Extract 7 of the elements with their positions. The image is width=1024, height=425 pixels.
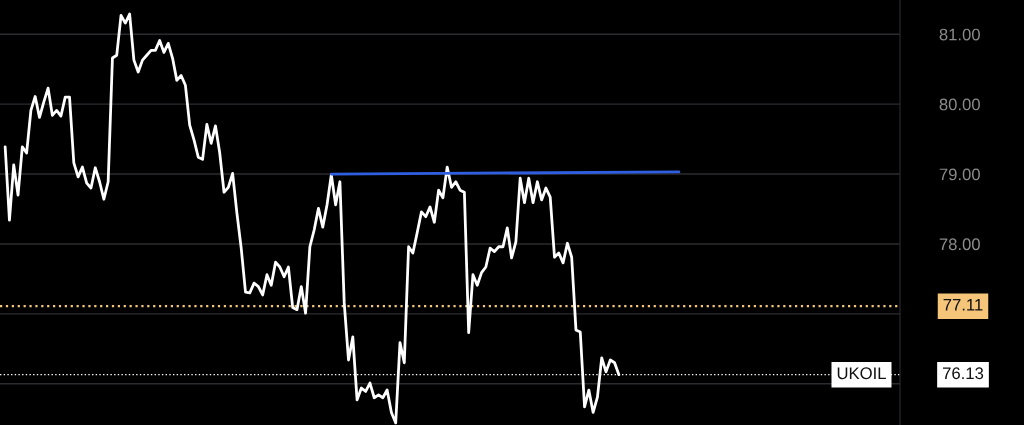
y-tick-label: 78.00 — [939, 238, 980, 251]
y-tick-label: 79.00 — [939, 168, 980, 181]
ref-line-label: 76.13 — [943, 367, 984, 380]
ref-line-label: 77.11 — [943, 299, 983, 311]
annotation: UKOIL — [837, 367, 886, 380]
y-tick-label: 81.00 — [939, 28, 980, 41]
y-tick-label: 80.00 — [939, 98, 980, 111]
